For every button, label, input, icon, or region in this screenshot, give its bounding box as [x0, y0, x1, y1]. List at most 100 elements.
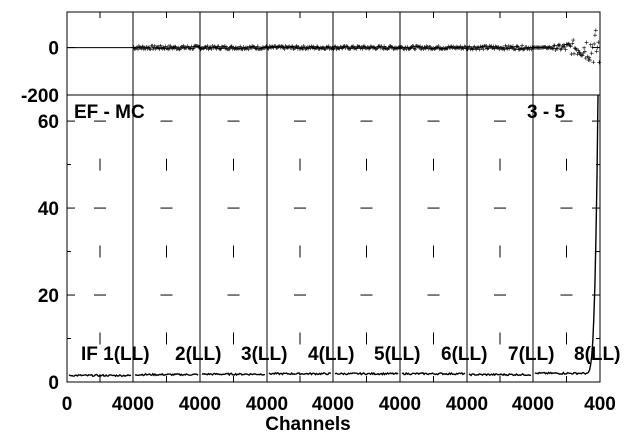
- residual-point: [384, 46, 389, 51]
- residual-point: [339, 45, 344, 50]
- residual-point: [175, 46, 180, 51]
- residual-point: [568, 44, 573, 49]
- residual-point: [355, 44, 360, 49]
- residual-point: [559, 46, 564, 51]
- residual-point: [154, 45, 159, 50]
- residual-point: [255, 44, 260, 49]
- residual-point: [300, 46, 305, 51]
- residual-point: [162, 46, 167, 51]
- spectrum-lines: [68, 94, 599, 378]
- residual-point: [582, 45, 587, 50]
- residual-point: [234, 47, 239, 52]
- annotation-left: EF - MC: [74, 102, 145, 123]
- if-label-1: IF 1(LL): [81, 344, 150, 365]
- x-tick-label: 4000: [246, 394, 288, 415]
- residual-point: [136, 47, 141, 52]
- residual-point: [312, 46, 317, 51]
- residual-point: [562, 44, 567, 49]
- residual-point: [561, 42, 566, 47]
- residual-point: [280, 45, 285, 50]
- residual-point: [423, 46, 428, 51]
- residual-point: [514, 44, 519, 49]
- residual-point: [228, 45, 233, 50]
- residual-point: [377, 44, 382, 49]
- residual-point: [158, 43, 163, 48]
- residual-point: [155, 45, 160, 50]
- residual-point: [485, 46, 490, 51]
- residual-point: [563, 47, 568, 52]
- residual-point: [587, 55, 592, 60]
- spectrum-series-4: [268, 371, 332, 376]
- residual-point: [416, 44, 421, 49]
- residual-point: [513, 47, 518, 52]
- residual-point: [577, 50, 582, 55]
- residual-point: [290, 44, 295, 49]
- residual-point: [382, 46, 387, 51]
- residual-point: [165, 46, 170, 51]
- residual-point: [588, 42, 593, 47]
- spectrum-y-tick-label: 40: [38, 199, 59, 220]
- residual-point: [515, 44, 520, 49]
- residual-point: [172, 44, 177, 49]
- residual-point: [578, 52, 583, 57]
- residual-point: [254, 46, 259, 51]
- residual-point: [351, 44, 356, 49]
- spectrum-series-7: [468, 372, 532, 377]
- residual-point: [515, 44, 520, 49]
- residual-point: [525, 46, 530, 51]
- spectrum-series-8: [534, 94, 599, 376]
- residual-point: [418, 44, 423, 49]
- residual-y-tick-label: 0: [48, 39, 59, 60]
- residual-point: [574, 47, 579, 52]
- residual-point: [426, 46, 431, 51]
- residual-point: [140, 44, 145, 49]
- spectrum-y-tick-label: 20: [38, 286, 59, 307]
- residual-point: [571, 38, 576, 43]
- residual-point: [584, 40, 589, 45]
- residual-point: [238, 44, 243, 49]
- residual-point: [512, 46, 517, 51]
- residual-point: [585, 54, 590, 59]
- residual-point: [259, 46, 264, 51]
- residual-point: [218, 46, 223, 51]
- residual-point: [496, 45, 501, 50]
- residual-point: [353, 46, 358, 51]
- residual-point: [409, 45, 414, 50]
- residual-point: [270, 44, 275, 49]
- residual-point: [591, 60, 596, 65]
- residual-point: [181, 43, 186, 48]
- if-label-4: 4(LL): [308, 344, 354, 365]
- residual-point: [205, 44, 210, 49]
- residual-point: [470, 47, 475, 52]
- residual-y-tick-label: -200: [21, 86, 59, 107]
- residual-point: [546, 45, 551, 50]
- if-label-7: 7(LL): [508, 344, 554, 365]
- residual-point: [388, 44, 393, 49]
- x-tick-label: 0: [62, 394, 73, 415]
- residual-points: [131, 28, 602, 65]
- residual-point: [433, 46, 438, 51]
- x-tick-label: 4000: [312, 394, 354, 415]
- residual-point: [156, 46, 161, 51]
- residual-point: [572, 51, 577, 56]
- residual-point: [369, 44, 374, 49]
- grid: [94, 12, 573, 383]
- residual-point: [358, 46, 363, 51]
- residual-point: [361, 44, 366, 49]
- residual-point: [501, 46, 506, 51]
- labels: 0 -200 0 20 40 60 0 4000 4000 4000 4000 4000 4000 400…: [21, 39, 620, 415]
- residual-point: [372, 45, 377, 50]
- if-label-3: 3(LL): [241, 344, 287, 365]
- residual-point: [476, 45, 481, 50]
- residual-point: [195, 44, 200, 49]
- residual-point: [582, 49, 587, 54]
- residual-point: [374, 46, 379, 51]
- residual-point: [428, 47, 433, 52]
- residual-point: [576, 48, 581, 53]
- residual-point: [592, 33, 597, 38]
- residual-point: [250, 44, 255, 49]
- residual-point: [421, 47, 426, 52]
- residual-point: [218, 47, 223, 52]
- residual-point: [483, 44, 488, 49]
